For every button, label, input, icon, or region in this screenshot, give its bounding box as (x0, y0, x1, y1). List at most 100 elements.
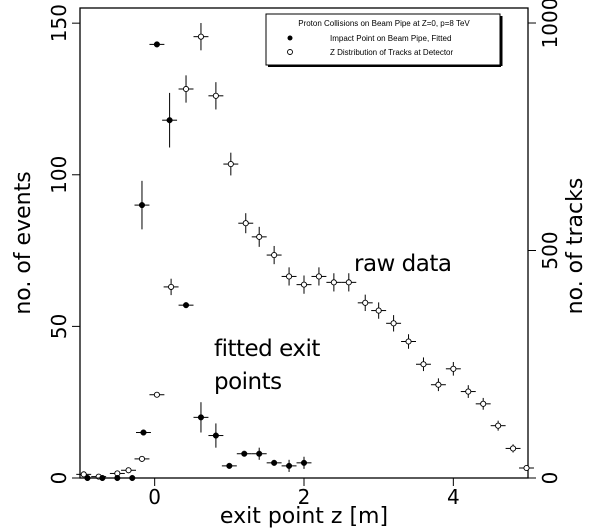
tracks-marker-21 (390, 320, 397, 327)
axis-ticks: 0 2 4 0 50 100 150 0 500 1000 (47, 0, 562, 509)
impact-marker-15 (286, 462, 293, 469)
impact-marker-9 (197, 414, 205, 421)
impact-marker-6 (138, 202, 146, 209)
impact-point-8 (178, 302, 194, 309)
tracks-marker-3 (125, 467, 132, 474)
tracks-point-27 (475, 397, 491, 410)
tracks-marker-4 (138, 455, 146, 462)
legend-box (265, 13, 501, 66)
y-left-tick-label-3: 150 (47, 4, 71, 42)
annotation-points: points (214, 369, 282, 395)
series-impact-points (80, 41, 312, 482)
tracks-point-13 (266, 245, 282, 265)
plot-frame (79, 7, 529, 479)
y-right-tick-label-0: 0 (538, 472, 562, 485)
y-right-tick-label-1: 500 (538, 231, 562, 269)
impact-marker-1 (99, 474, 106, 482)
impact-marker-0 (84, 474, 91, 482)
tracks-marker-23 (420, 361, 427, 368)
impact-marker-14 (271, 459, 278, 466)
impact-marker-3 (129, 474, 136, 482)
tracks-point-16 (311, 267, 327, 286)
annotation-raw-data: raw data (354, 251, 451, 277)
tracks-point-11 (238, 213, 254, 234)
tracks-point-23 (416, 357, 431, 372)
tracks-point-19 (357, 294, 373, 312)
impact-point-5 (149, 41, 165, 48)
tracks-point-30 (519, 464, 534, 472)
tracks-point-7 (178, 75, 194, 103)
x-tick-label-0: 0 (148, 485, 161, 509)
impact-point-1 (94, 474, 110, 482)
legend-title: Proton Collisions on Beam Pipe at Z=0, p… (298, 19, 470, 28)
tracks-point-18 (341, 273, 357, 292)
tracks-point-15 (296, 275, 312, 294)
tracks-marker-11 (242, 220, 249, 227)
tracks-point-4 (134, 455, 150, 462)
tracks-marker-29 (510, 445, 517, 452)
impact-marker-10 (212, 432, 219, 439)
tracks-marker-18 (345, 279, 352, 286)
tracks-marker-27 (480, 400, 487, 407)
impact-marker-11 (226, 462, 233, 469)
impact-point-16 (296, 456, 312, 469)
annotation-fitted-exit: fitted exit (214, 336, 320, 362)
tracks-marker-26 (465, 388, 472, 395)
impact-point-0 (80, 474, 95, 482)
impact-point-12 (236, 450, 252, 457)
impact-point-10 (208, 423, 224, 448)
impact-point-7 (162, 92, 178, 148)
legend-entry-1: Z Distribution of Tracks at Detector (330, 48, 453, 57)
tracks-marker-19 (362, 299, 369, 306)
impact-point-4 (136, 429, 151, 436)
impact-marker-4 (140, 429, 147, 436)
tracks-point-10 (223, 152, 239, 176)
tracks-marker-30 (523, 464, 530, 472)
tracks-point-12 (251, 226, 267, 247)
tracks-marker-8 (197, 33, 205, 40)
tracks-marker-20 (375, 307, 382, 314)
tracks-marker-16 (315, 273, 322, 280)
tracks-marker-10 (227, 161, 234, 168)
impact-point-3 (124, 474, 140, 482)
legend-marker-filled (287, 35, 293, 41)
tracks-point-26 (460, 385, 476, 398)
impact-marker-5 (153, 41, 160, 48)
y-left-tick-label-0: 0 (47, 472, 71, 485)
impact-point-6 (134, 180, 150, 230)
legend-marker-open (287, 49, 293, 55)
impact-point-2 (109, 474, 125, 482)
tracks-point-20 (371, 302, 387, 319)
x-axis-label: exit point z [m] (220, 504, 388, 529)
tracks-marker-12 (256, 233, 263, 240)
x-tick-label-2: 4 (447, 485, 460, 509)
impact-point-14 (266, 459, 282, 466)
tracks-point-3 (121, 467, 136, 474)
impact-marker-2 (114, 474, 121, 482)
tracks-point-6 (163, 278, 179, 296)
tracks-point-21 (386, 315, 402, 332)
tracks-point-9 (208, 82, 224, 110)
tracks-marker-15 (300, 281, 308, 288)
impact-point-11 (221, 462, 237, 469)
tracks-point-14 (281, 267, 297, 286)
tracks-point-0 (76, 471, 92, 478)
impact-marker-16 (300, 459, 308, 466)
y-axis-label-left: no. of events (11, 171, 36, 314)
tracks-point-5 (149, 391, 165, 398)
impact-marker-13 (256, 450, 263, 457)
tracks-marker-14 (286, 273, 293, 280)
tracks-point-24 (430, 378, 446, 392)
tracks-point-29 (505, 444, 521, 453)
series-tracks (76, 23, 534, 480)
tracks-marker-5 (153, 391, 160, 398)
y-axis-label-right: no. of tracks (563, 178, 588, 315)
tracks-marker-13 (271, 252, 278, 259)
tracks-point-8 (193, 23, 209, 51)
tracks-marker-24 (435, 381, 442, 388)
tracks-point-22 (401, 334, 416, 349)
impact-point-9 (193, 402, 209, 433)
tracks-point-25 (445, 361, 461, 376)
tracks-marker-6 (168, 283, 175, 290)
